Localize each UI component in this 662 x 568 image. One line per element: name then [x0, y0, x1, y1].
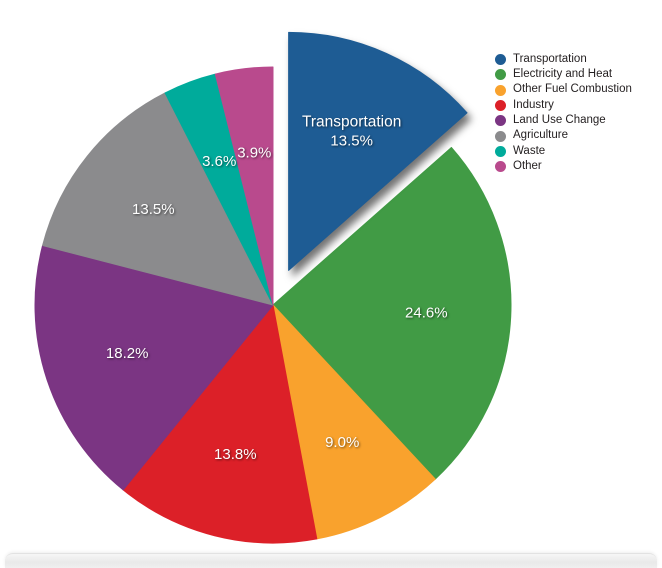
- pie-slice-agriculture[interactable]: [42, 92, 274, 306]
- legend-item-other-fuel-combustion[interactable]: Other Fuel Combustion: [495, 83, 632, 98]
- slice-pct-label-agriculture: 13.5%: [132, 201, 175, 218]
- slice-pct-label-other: 3.9%: [237, 145, 271, 162]
- legend-item-other[interactable]: Other: [495, 159, 632, 174]
- pie-slice-other-fuel-combustion[interactable]: [272, 304, 436, 540]
- bottom-panel-edge: [5, 553, 657, 568]
- slice-pct-label-land-use-change: 18.2%: [106, 345, 149, 362]
- pie-slice-other[interactable]: [214, 66, 274, 306]
- legend-dot-electricity-and-heat: [495, 69, 506, 81]
- legend-label: Waste: [513, 144, 546, 157]
- legend-dot-industry: [495, 100, 506, 112]
- chart-legend: Transportation Electricity and Heat Other …: [495, 52, 632, 174]
- pie-slice-industry[interactable]: [122, 304, 318, 544]
- legend-dot-agriculture: [495, 130, 506, 142]
- slice-pct-label-waste: 3.6%: [202, 153, 236, 170]
- pie-slice-electricity-and-heat[interactable]: [272, 146, 512, 480]
- pie-slice-transportation[interactable]: [288, 31, 468, 271]
- slice-pct-label-electricity-and-heat: 24.6%: [405, 305, 448, 322]
- legend-label: Other: [513, 159, 542, 172]
- legend-label: Electricity and Heat: [513, 68, 613, 81]
- legend-label: Land Use Change: [513, 114, 606, 127]
- legend-label: Industry: [513, 98, 554, 111]
- legend-item-agriculture[interactable]: Agriculture: [495, 128, 632, 143]
- legend-dot-other: [495, 161, 506, 173]
- legend-item-land-use-change[interactable]: Land Use Change: [495, 113, 632, 128]
- legend-item-electricity-and-heat[interactable]: Electricity and Heat: [495, 67, 632, 82]
- legend-label: Transportation: [513, 52, 587, 65]
- slice-pct-label-transportation: 13.5%: [330, 132, 373, 149]
- legend-dot-waste: [495, 145, 506, 157]
- slice-pct-label-other-fuel-combustion: 9.0%: [325, 434, 359, 451]
- legend-dot-transportation: [495, 54, 506, 66]
- slice-name-label-transportation: Transportation: [302, 113, 401, 130]
- legend-dot-other-fuel-combustion: [495, 84, 506, 96]
- slice-pct-label-industry: 13.8%: [214, 446, 257, 463]
- legend-item-industry[interactable]: Industry: [495, 98, 632, 113]
- legend-item-waste[interactable]: Waste: [495, 144, 632, 159]
- legend-dot-land-use-change: [495, 115, 506, 127]
- pie-slice-land-use-change[interactable]: [34, 245, 274, 491]
- legend-label: Agriculture: [513, 129, 568, 142]
- legend-label: Other Fuel Combustion: [513, 83, 632, 96]
- legend-item-transportation[interactable]: Transportation: [495, 52, 632, 67]
